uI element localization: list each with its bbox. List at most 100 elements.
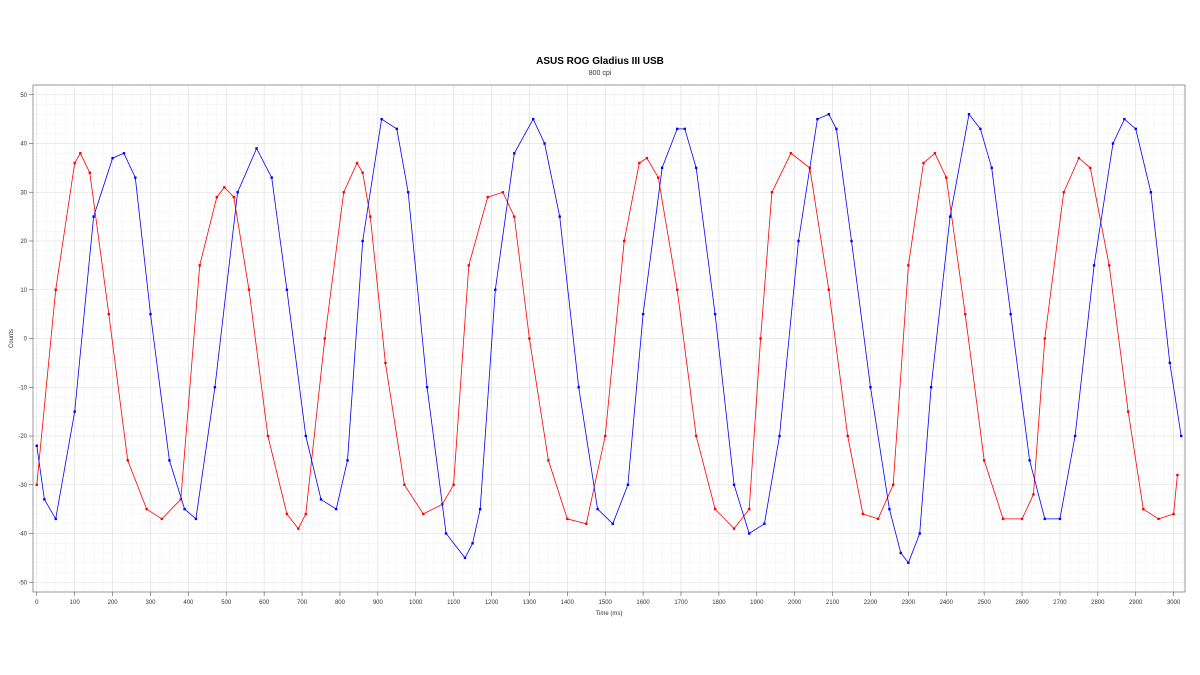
data-point <box>92 215 95 218</box>
data-point <box>255 147 258 150</box>
data-point <box>444 532 448 535</box>
data-point <box>1108 264 1111 267</box>
x-tick-label: 1300 <box>523 600 537 606</box>
data-point <box>596 507 599 511</box>
x-tick-label: 1900 <box>750 600 764 606</box>
data-point <box>1134 127 1137 131</box>
data-point <box>1123 117 1126 121</box>
x-tick-label: 500 <box>221 600 232 606</box>
data-point <box>964 312 967 316</box>
x-tick-label: 1000 <box>409 600 423 606</box>
x-tick-label: 800 <box>335 600 346 606</box>
series-layer <box>35 113 1183 564</box>
data-point <box>342 191 345 194</box>
data-point <box>763 522 766 525</box>
data-point <box>73 410 76 413</box>
chart-title: ASUS ROG Gladius III USB <box>536 56 664 67</box>
y-tick-label: -40 <box>18 532 27 538</box>
data-point <box>35 444 38 447</box>
data-point <box>1001 517 1005 521</box>
data-point <box>892 483 895 486</box>
x-tick-label: 1200 <box>485 600 499 606</box>
data-point <box>861 512 865 516</box>
data-point <box>270 176 273 179</box>
data-point <box>467 264 470 267</box>
data-point <box>406 191 410 194</box>
data-point <box>888 507 891 511</box>
x-tick-label: 2400 <box>940 600 954 606</box>
data-point <box>452 483 455 486</box>
data-point <box>35 483 38 486</box>
data-point <box>1089 166 1092 170</box>
data-point <box>179 498 182 501</box>
x-tick-label: 1100 <box>447 600 461 606</box>
data-point <box>948 215 952 218</box>
y-tick-label: -10 <box>18 385 27 391</box>
chart-subtitle: 800 cpi <box>588 70 612 77</box>
data-point <box>929 386 933 389</box>
data-point <box>513 152 516 155</box>
data-point <box>759 337 762 340</box>
data-point <box>111 156 114 160</box>
series-1 <box>35 152 1179 530</box>
data-point <box>1111 142 1115 145</box>
data-point <box>380 117 383 121</box>
data-point <box>266 434 270 438</box>
x-tick-label: 2700 <box>1053 600 1067 606</box>
x-tick-label: 1700 <box>674 600 688 606</box>
data-point <box>660 166 664 170</box>
data-point <box>73 161 76 165</box>
data-point <box>1058 517 1062 521</box>
data-point <box>922 161 925 165</box>
data-point <box>361 239 364 243</box>
data-point <box>334 507 338 511</box>
x-tick-label: 2900 <box>1129 600 1143 606</box>
data-point <box>149 312 152 316</box>
data-point <box>732 527 736 530</box>
data-point <box>657 176 660 179</box>
x-tick-label: 200 <box>108 600 119 606</box>
data-point <box>694 434 698 438</box>
data-point <box>558 215 561 218</box>
data-point <box>160 517 164 521</box>
data-point <box>907 264 910 267</box>
x-tick-label: 2100 <box>826 600 840 606</box>
data-point <box>1180 434 1183 438</box>
x-tick-label: 1500 <box>599 600 613 606</box>
data-point <box>122 152 126 155</box>
data-point <box>213 386 217 389</box>
data-point <box>304 512 308 516</box>
data-point <box>528 337 531 340</box>
data-point <box>694 166 698 170</box>
x-tick-label: 2000 <box>788 600 802 606</box>
data-point <box>232 195 236 199</box>
data-point <box>1168 361 1172 365</box>
data-point <box>778 434 781 438</box>
data-point <box>945 176 948 179</box>
data-point <box>683 127 686 131</box>
data-point <box>611 522 614 525</box>
data-point <box>501 191 505 194</box>
data-point <box>403 483 406 486</box>
y-tick-label: 30 <box>20 190 27 196</box>
data-point <box>79 152 82 155</box>
data-point <box>967 113 971 116</box>
data-point <box>384 361 387 365</box>
data-point <box>1172 512 1175 516</box>
data-point <box>1092 264 1096 267</box>
data-point <box>223 186 226 189</box>
data-point <box>1077 156 1081 160</box>
data-point <box>918 532 921 535</box>
data-point <box>285 512 289 516</box>
data-point <box>54 517 57 521</box>
data-point <box>835 127 838 131</box>
data-point <box>827 288 830 291</box>
data-point <box>236 191 239 194</box>
data-point <box>194 517 198 521</box>
data-point <box>1142 507 1145 511</box>
x-tick-label: 2500 <box>977 600 991 606</box>
data-point <box>285 288 289 291</box>
y-tick-label: 20 <box>20 239 27 245</box>
y-tick-label: 0 <box>24 337 28 343</box>
data-point <box>566 517 569 521</box>
